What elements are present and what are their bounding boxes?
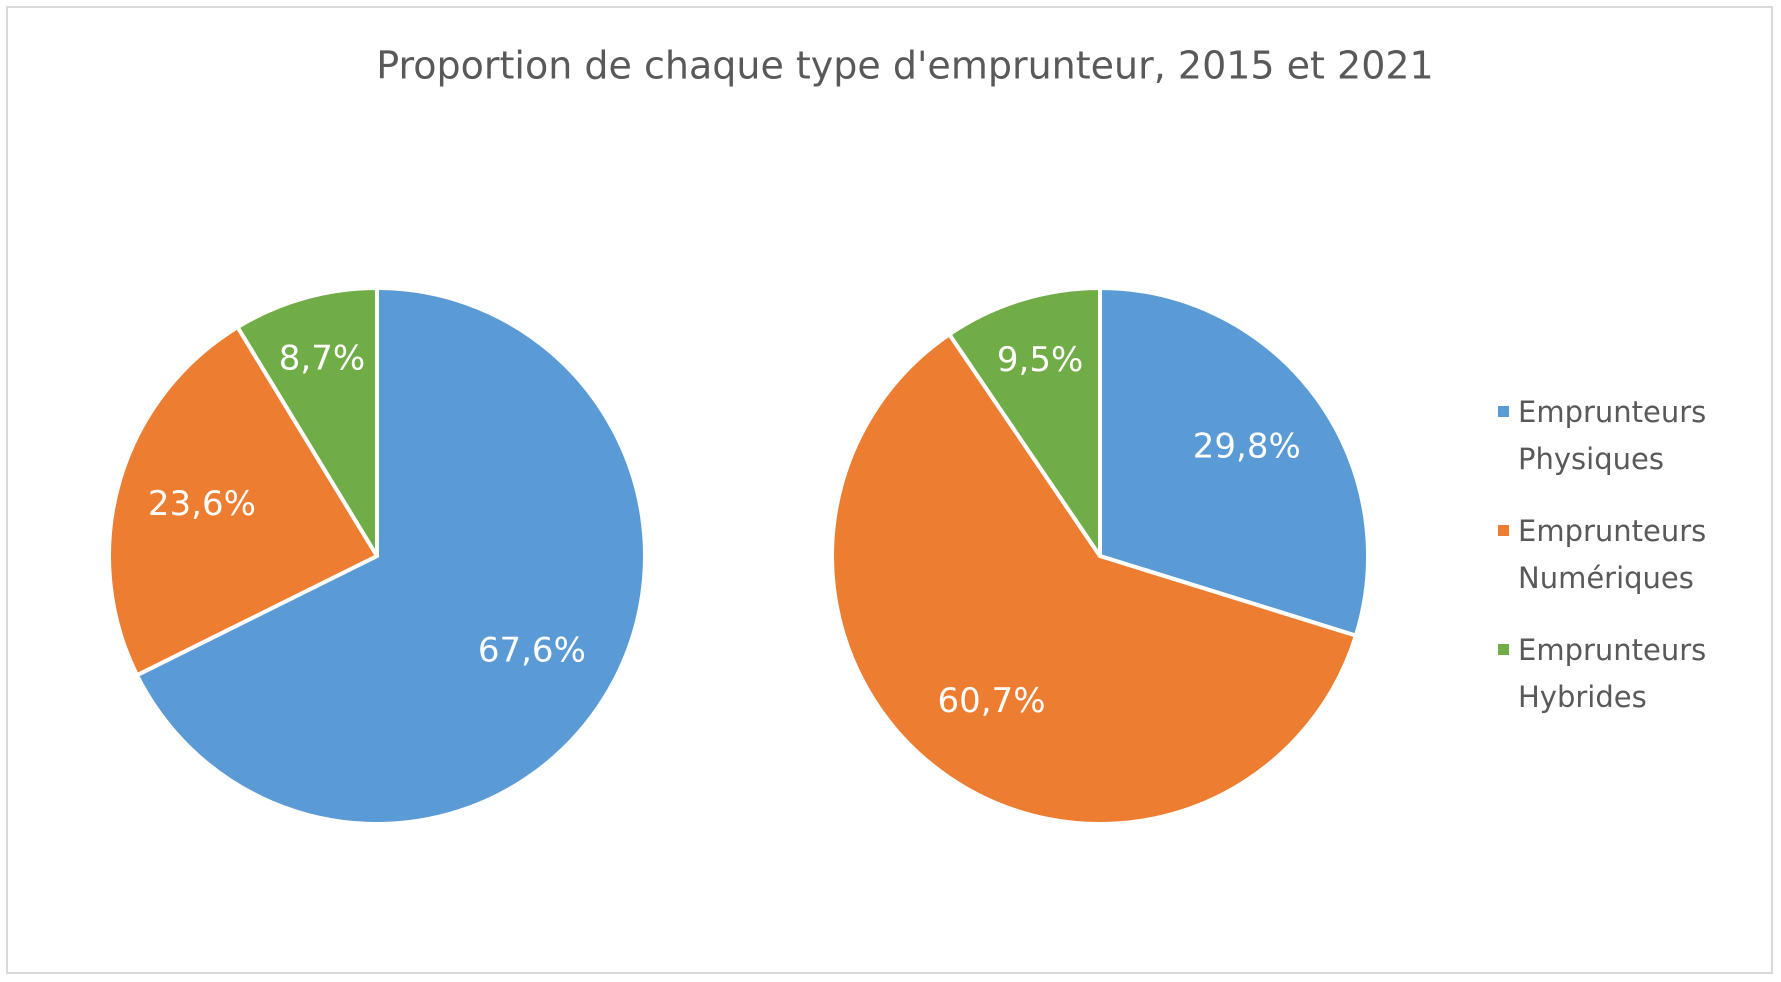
chart-frame [6, 6, 1773, 974]
legend-swatch [1498, 525, 1509, 536]
data-label: 60,7% [937, 681, 1045, 721]
data-label: 9,5% [997, 340, 1083, 380]
legend-label: Emprunteurs Hybrides [1518, 633, 1707, 714]
data-label: 23,6% [148, 484, 256, 524]
chart-title: Proportion de chaque type d'emprunteur, … [376, 44, 1434, 88]
legend-item: Emprunteurs Physiques [1498, 389, 1758, 483]
pie-slice [134, 286, 647, 826]
pie-slice [830, 332, 1358, 827]
data-label: 29,8% [1193, 426, 1301, 466]
data-label: 67,6% [478, 631, 586, 671]
pie-slice [947, 286, 1102, 558]
legend-swatch [1498, 644, 1509, 655]
data-label: 8,7% [279, 338, 365, 378]
legend-swatch [1498, 406, 1509, 417]
pie-slice [235, 286, 379, 558]
pie-slice [1098, 286, 1370, 638]
legend-label: Emprunteurs Numériques [1518, 514, 1707, 595]
pie-slice [107, 325, 379, 678]
legend-item: Emprunteurs Numériques [1498, 508, 1758, 602]
legend-item: Emprunteurs Hybrides [1498, 627, 1758, 721]
legend-label: Emprunteurs Physiques [1518, 395, 1707, 476]
